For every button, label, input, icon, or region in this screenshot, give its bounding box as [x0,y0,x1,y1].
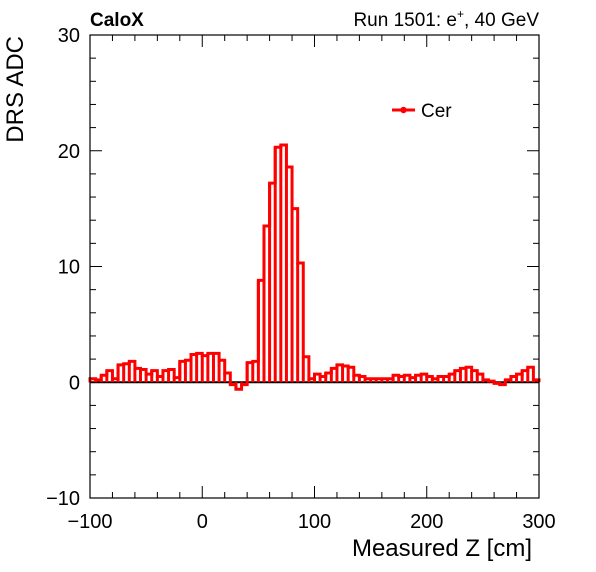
brand-label: CaloX [90,10,144,31]
y-axis-title: DRS ADC [2,36,29,143]
x-axis-title: Measured Z [cm] [352,535,532,562]
y-tick-label: 20 [58,141,80,163]
x-tick-label: 200 [410,511,443,533]
plot-frame [89,34,540,499]
series-group [88,143,541,391]
legend: Cer [392,101,452,122]
y-tick-label: −10 [46,488,80,510]
x-tick-label: 300 [522,511,555,533]
legend-marker-cer [400,106,407,114]
axis-ticks [89,34,540,499]
run-info-prefix: Run 1501: e [353,10,457,31]
run-info-label: Run 1501: e+, 40 GeV [353,7,539,31]
legend-label-cer: Cer [421,101,452,122]
y-tick-label: 30 [58,25,80,47]
y-tick-label: 10 [58,257,80,279]
y-tick-label: 0 [69,372,80,394]
x-tick-label: −100 [67,511,112,533]
x-tick-label: 100 [298,511,331,533]
x-tick-label: 0 [197,511,208,533]
run-info-superscript: + [457,7,464,21]
run-info-suffix: , 40 GeV [464,10,539,31]
